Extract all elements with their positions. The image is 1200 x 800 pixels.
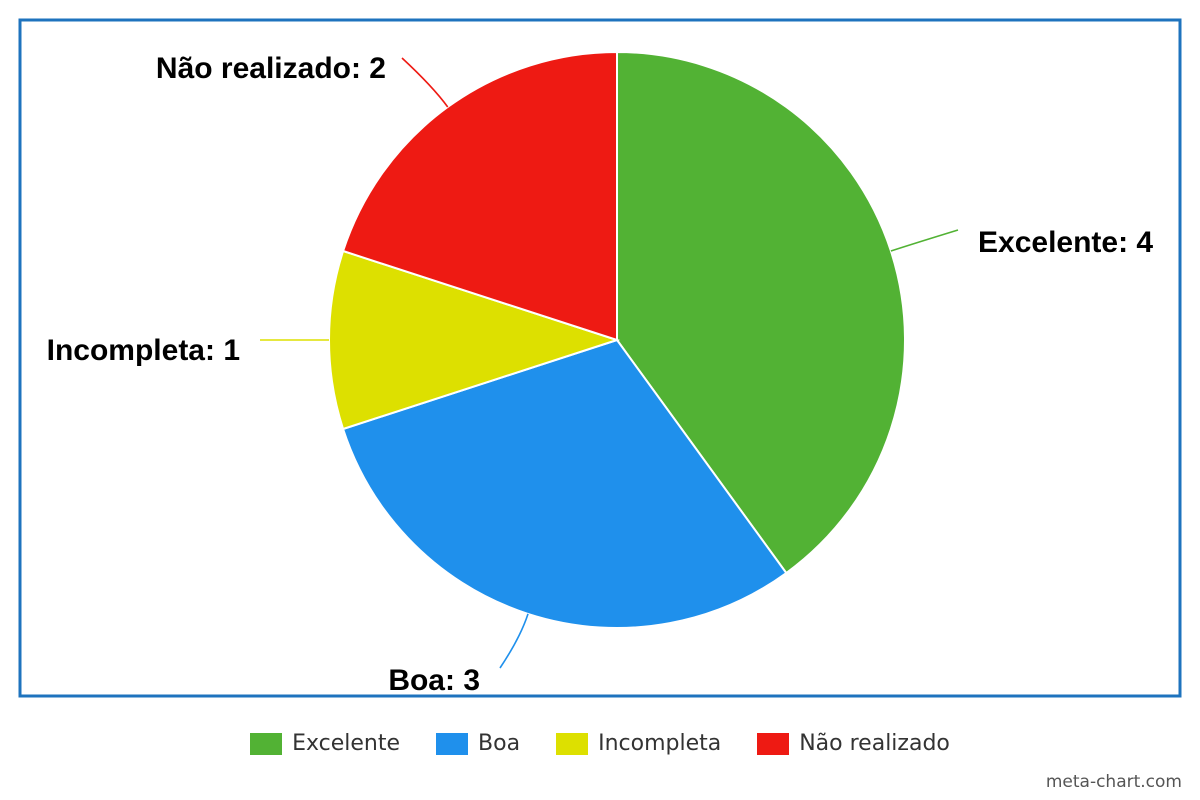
legend-swatch <box>556 732 589 755</box>
pie-slices <box>328 50 906 629</box>
slice-data-label: Excelente: 4 <box>978 226 1153 259</box>
slice-labels: Excelente: 4 Boa: 3 Incompleta: 1 Não reali… <box>47 52 1154 697</box>
slice-data-label: Boa: 3 <box>388 664 480 697</box>
leader-line <box>499 613 529 669</box>
legend-swatch <box>250 732 283 755</box>
legend-item[interactable]: Incompleta <box>556 731 721 756</box>
chart-credit: meta-chart.com <box>1045 772 1182 792</box>
legend-item[interactable]: Não realizado <box>757 731 950 756</box>
legend-swatch <box>436 732 469 755</box>
slice-data-label: Não realizado: 2 <box>156 52 386 85</box>
leader-line <box>890 229 959 252</box>
legend-label: Incompleta <box>598 731 722 756</box>
legend-swatch <box>757 732 790 755</box>
legend-label: Excelente <box>292 731 401 756</box>
leader-line <box>401 57 449 108</box>
legend-label: Não realizado <box>799 731 950 756</box>
pie-slice-n-o-realizado[interactable] <box>341 50 618 342</box>
legend-item[interactable]: Boa <box>436 731 520 756</box>
legend-label: Boa <box>478 731 521 756</box>
pie-slice-excelente[interactable] <box>616 50 906 575</box>
slice-data-label: Incompleta: 1 <box>47 334 240 367</box>
legend-item[interactable]: Excelente <box>250 731 400 756</box>
legend: Excelente Boa Incompleta Não realizado <box>0 731 1200 756</box>
pie-slice-boa[interactable] <box>341 338 788 629</box>
pie-slice-incompleta[interactable] <box>328 249 621 431</box>
label-leader-lines <box>260 57 959 669</box>
